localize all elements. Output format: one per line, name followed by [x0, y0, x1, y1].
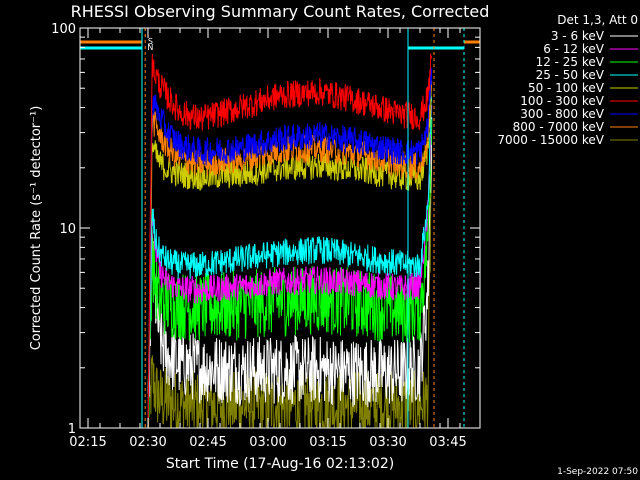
- x-tick-label: 03:30: [369, 435, 406, 450]
- y-tick-label: 10: [59, 222, 76, 237]
- legend-header: Det 1,3, Att 0: [557, 13, 638, 27]
- y-tick-label: 1: [68, 422, 76, 437]
- series-line-3: [147, 96, 433, 419]
- x-tick-label: 02:15: [69, 435, 106, 450]
- flag-label: N: [147, 43, 153, 52]
- x-tick-label: 03:00: [249, 435, 286, 450]
- x-tick-label: 02:30: [129, 435, 166, 450]
- legend-label: 50 - 100 keV: [528, 81, 605, 95]
- flag-label: S: [148, 37, 153, 46]
- x-axis-label: Start Time (17-Aug-16 02:13:02): [166, 456, 394, 472]
- legend-label: 100 - 300 keV: [520, 94, 604, 108]
- y-tick-label: 100: [51, 22, 76, 37]
- series-line-1: [147, 105, 433, 428]
- series-line-6: [147, 66, 433, 427]
- chart-title: RHESSI Observing Summary Count Rates, Co…: [71, 2, 490, 21]
- x-tick-label: 03:15: [309, 435, 346, 450]
- legend-label: 6 - 12 keV: [543, 42, 605, 56]
- legend-label: 25 - 50 keV: [536, 68, 605, 82]
- legend-label: 3 - 6 keV: [551, 29, 605, 43]
- series-line-0: [147, 117, 433, 408]
- legend-label: 12 - 25 keV: [536, 55, 605, 69]
- timestamp: 1-Sep-2022 07:50: [557, 467, 638, 477]
- y-axis-label: Corrected Count Rate (s⁻¹ detector⁻¹): [29, 106, 44, 351]
- series-line-5: [147, 53, 433, 428]
- legend-label: 300 - 800 keV: [520, 107, 604, 121]
- series-line-2: [147, 119, 433, 426]
- x-tick-label: 02:45: [189, 435, 226, 450]
- legend-label: 7000 - 15000 keV: [497, 133, 604, 147]
- x-tick-label: 03:45: [429, 435, 466, 450]
- series-line-8: [147, 155, 433, 428]
- legend-label: 800 - 7000 keV: [513, 120, 605, 134]
